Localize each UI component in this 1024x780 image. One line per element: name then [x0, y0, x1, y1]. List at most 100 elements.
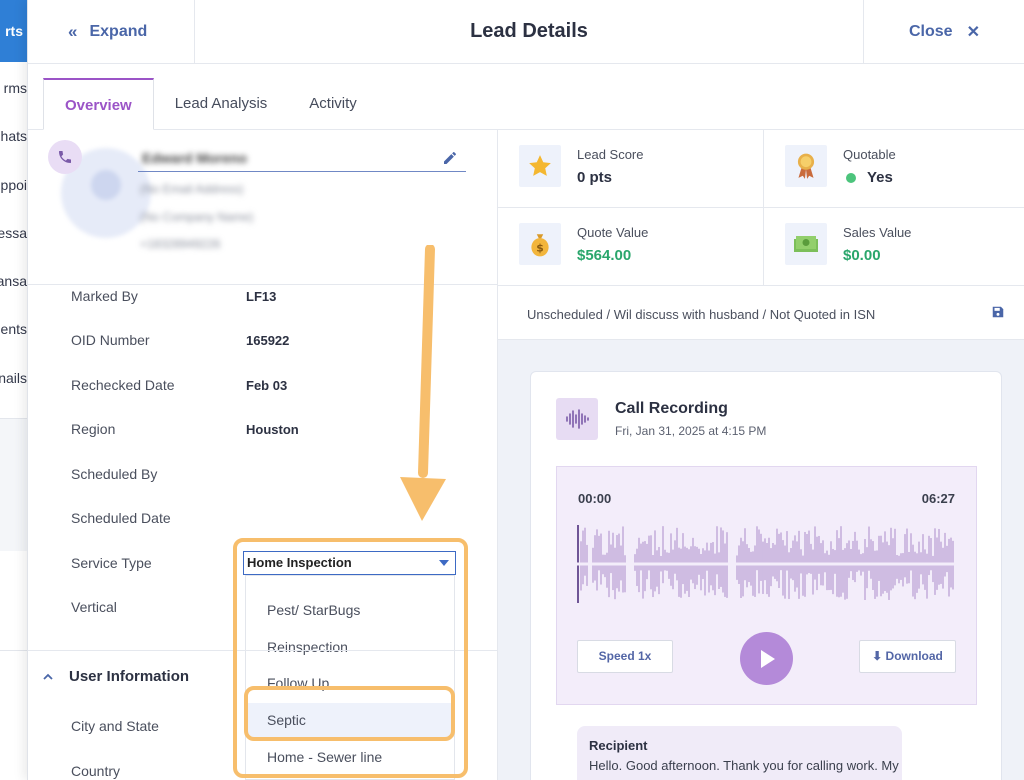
status-dot: [846, 173, 856, 184]
field-label-scheduled-date: Scheduled Date: [71, 510, 171, 526]
divider: [28, 650, 498, 651]
transcript-bubble: Recipient Hello. Good afternoon. Thank y…: [577, 726, 902, 780]
tabs-divider: [28, 129, 1024, 130]
stat-label: Quote Value: [577, 225, 649, 240]
stat-label: Quotable: [843, 147, 896, 162]
status-bar: Unscheduled / Wil discuss with husband /…: [498, 287, 1024, 340]
stat-label: Sales Value: [843, 225, 912, 240]
contact-name-field[interactable]: Edward Moreno: [138, 150, 466, 172]
stat-sales-value: Sales Value $0.00: [764, 208, 1024, 286]
play-icon: [760, 649, 775, 668]
bg-nav-item[interactable]: ents: [0, 321, 27, 337]
contact-phone: +18328949226: [140, 237, 221, 251]
field-label-country: Country: [71, 763, 121, 779]
audio-player: 00:00 06:27 Speed 1x ⬇ Download: [556, 466, 977, 705]
close-icon: ✕: [966, 24, 980, 41]
field-label-vertical: Vertical: [71, 599, 117, 615]
svg-text:$: $: [536, 242, 543, 255]
expand-button[interactable]: « Expand: [28, 0, 195, 64]
dropdown-option[interactable]: Pest/ StarBugs: [267, 602, 361, 618]
field-label-oid-number: OID Number: [71, 332, 150, 348]
service-type-select[interactable]: Home Inspection: [243, 551, 456, 575]
bg-panel: [0, 418, 27, 551]
tab-activity[interactable]: Activity: [309, 95, 357, 112]
field-label-city-state: City and State: [71, 718, 159, 734]
quotable-value: Yes: [867, 169, 893, 186]
stat-value: Yes: [846, 169, 893, 186]
download-icon: ⬇: [872, 649, 883, 663]
waveform-scrubber[interactable]: [577, 519, 957, 609]
chevron-up-icon: [43, 673, 53, 680]
time-current: 00:00: [578, 491, 612, 506]
expand-label: Expand: [89, 23, 148, 40]
service-type-selected: Home Inspection: [247, 555, 352, 570]
speed-button[interactable]: Speed 1x: [577, 640, 673, 673]
lead-details-drawer: « Expand Lead Details Close ✕ Overview L…: [27, 0, 1024, 780]
download-label: Download: [885, 649, 943, 663]
lead-summary-panel: Lead Score 0 pts Quotable Yes $ Quote Va…: [498, 130, 1024, 780]
field-label-region: Region: [71, 421, 116, 437]
transcript-speaker: Recipient: [589, 738, 648, 753]
contact-company: (No Company Name): [140, 210, 254, 224]
stat-quotable: Quotable Yes: [764, 130, 1024, 208]
stat-quote-value: $ Quote Value $564.00: [498, 208, 764, 286]
field-value-oid-number: 165922: [246, 333, 290, 348]
call-recording-card: Call Recording Fri, Jan 31, 2025 at 4:15…: [530, 371, 1002, 780]
pencil-icon[interactable]: [442, 150, 458, 166]
transcript-text: Hello. Good afternoon. Thank you for cal…: [589, 758, 899, 773]
stat-label: Lead Score: [577, 147, 644, 162]
dropdown-option-septic[interactable]: Septic: [246, 703, 454, 737]
stats-grid: Lead Score 0 pts Quotable Yes $ Quote Va…: [498, 130, 1024, 287]
stat-value: $564.00: [577, 247, 632, 264]
contact-card: Edward Moreno (No Email Address) (No Com…: [28, 130, 498, 285]
dropdown-option[interactable]: Follow Up: [267, 675, 330, 691]
dropdown-option[interactable]: Reinspection: [267, 639, 348, 655]
tab-bar: Overview Lead Analysis Activity: [43, 78, 378, 130]
stat-lead-score: Lead Score 0 pts: [498, 130, 764, 208]
background-app: rts rms hats ppoi essa ansa ents nails: [0, 0, 27, 780]
service-type-dropdown: Pest/ StarBugs Reinspection Follow Up Se…: [245, 575, 455, 780]
field-value-marked-by: LF13: [246, 289, 277, 304]
call-recording-title: Call Recording: [615, 400, 728, 417]
field-label-rechecked-date: Rechecked Date: [71, 377, 175, 393]
bg-nav-item[interactable]: ansa: [0, 273, 27, 289]
bg-nav-item[interactable]: nails: [0, 370, 27, 386]
drawer-header: « Expand Lead Details Close ✕: [28, 0, 1024, 64]
bg-panel: [0, 650, 27, 780]
close-button[interactable]: Close ✕: [863, 0, 1024, 64]
stat-value: $0.00: [843, 247, 881, 264]
bg-nav-item[interactable]: ppoi: [0, 177, 27, 193]
star-icon: [519, 145, 561, 187]
field-label-service-type: Service Type: [71, 555, 152, 571]
phone-icon[interactable]: [48, 140, 82, 174]
call-recording-date: Fri, Jan 31, 2025 at 4:15 PM: [615, 424, 767, 438]
double-chevron-left-icon: «: [68, 22, 78, 41]
user-information-heading: User Information: [69, 668, 190, 685]
tab-overview[interactable]: Overview: [43, 78, 154, 130]
money-bag-icon: $: [519, 223, 561, 265]
status-text: Unscheduled / Wil discuss with husband /…: [527, 307, 876, 322]
field-value-rechecked-date: Feb 03: [246, 378, 288, 393]
user-information-header[interactable]: User Information: [43, 668, 189, 685]
lead-info-panel: Edward Moreno (No Email Address) (No Com…: [28, 130, 498, 780]
dropdown-option[interactable]: Home - Sewer line: [267, 749, 383, 765]
audio-wave-icon: [556, 398, 598, 440]
bg-nav-item[interactable]: hats: [0, 128, 27, 144]
bg-nav-item[interactable]: essa: [0, 225, 27, 241]
contact-name: Edward Moreno: [142, 150, 248, 166]
close-label: Close: [909, 23, 953, 40]
save-icon[interactable]: [991, 305, 1005, 319]
cash-icon: [785, 223, 827, 265]
tab-lead-analysis[interactable]: Lead Analysis: [174, 95, 268, 112]
bg-nav-active-item[interactable]: rts: [0, 0, 27, 62]
bg-nav-item[interactable]: rms: [3, 80, 27, 96]
time-duration: 06:27: [921, 491, 955, 506]
field-label-marked-by: Marked By: [71, 288, 138, 304]
page-title: Lead Details: [470, 20, 588, 42]
award-ribbon-icon: [785, 145, 827, 187]
play-button[interactable]: [740, 632, 793, 685]
contact-email: (No Email Address): [140, 182, 244, 196]
field-label-scheduled-by: Scheduled By: [71, 466, 158, 482]
download-button[interactable]: ⬇ Download: [859, 640, 956, 673]
caret-down-icon: [439, 560, 449, 566]
